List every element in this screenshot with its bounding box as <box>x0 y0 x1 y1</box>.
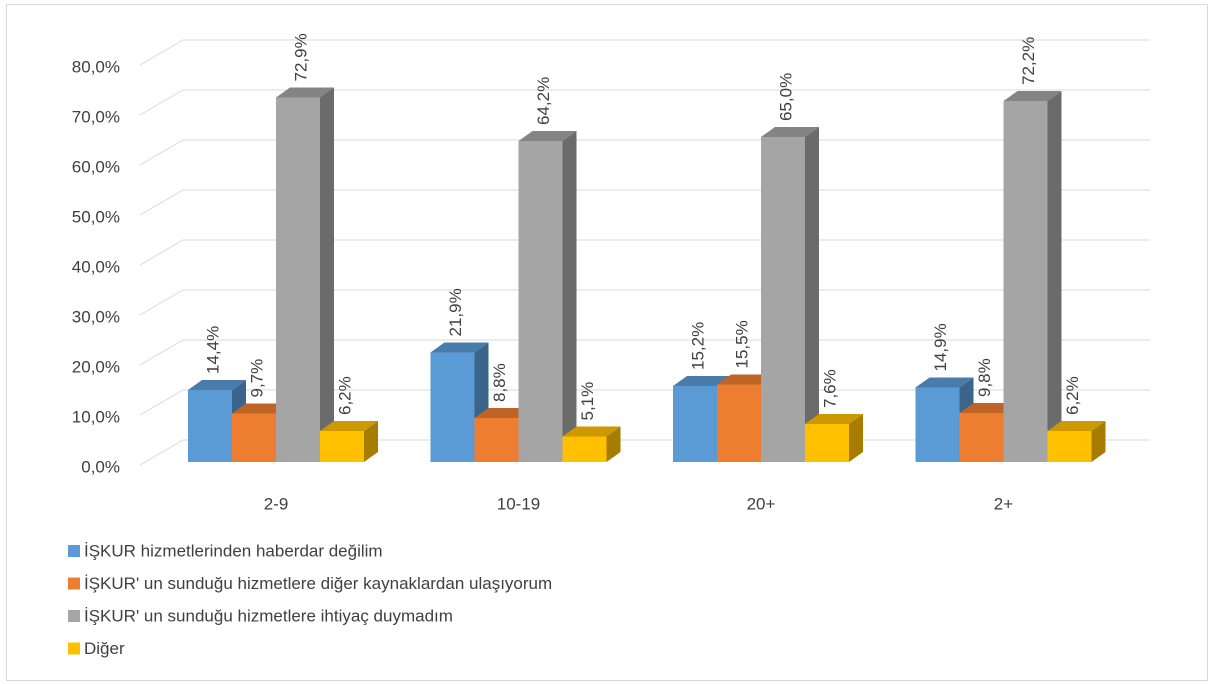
bar <box>761 127 819 462</box>
grid-line <box>139 189 1150 216</box>
bar-top <box>1047 421 1106 431</box>
value-label: 15,5% <box>732 320 751 368</box>
value-label: 14,4% <box>203 326 222 374</box>
legend-swatch <box>68 577 80 590</box>
bar-top <box>1003 91 1062 101</box>
y-tick-label: 80,0% <box>72 57 120 76</box>
legend-label: İŞKUR hizmetlerinden haberdar değilim <box>84 541 383 560</box>
bar-side <box>606 426 621 462</box>
bar-side <box>320 87 334 462</box>
bar-top <box>562 426 621 437</box>
value-label: 21,9% <box>446 288 465 336</box>
bar-top <box>717 374 775 385</box>
grid-line <box>139 139 1150 166</box>
bar-front <box>276 97 320 462</box>
y-tick-label: 60,0% <box>72 157 120 176</box>
grid-line <box>139 39 1150 66</box>
bar-front <box>959 413 1004 462</box>
bar-front <box>673 386 717 462</box>
bar-front <box>232 413 276 462</box>
value-label: 5,1% <box>578 382 597 421</box>
legend-swatch <box>68 610 80 622</box>
value-label: 7,6% <box>820 369 839 408</box>
bar-top <box>959 403 1018 413</box>
bar <box>1003 91 1062 462</box>
legend-label: İŞKUR' un sunduğu hizmetlere diğer kayna… <box>84 574 552 593</box>
bar <box>562 426 621 462</box>
y-tick-label: 40,0% <box>72 257 120 276</box>
bar-front <box>474 418 519 462</box>
y-tick-label: 10,0% <box>72 407 120 426</box>
value-label: 8,8% <box>490 363 509 402</box>
bar-side <box>364 421 378 462</box>
bar-side <box>562 131 577 462</box>
bar-side <box>805 127 819 462</box>
grid-line <box>139 89 1150 116</box>
bar <box>805 414 863 462</box>
bar-front <box>761 137 805 462</box>
bar <box>518 131 577 462</box>
bar-front <box>805 424 849 462</box>
value-label: 6,2% <box>1063 376 1082 415</box>
x-tick-label: 10-19 <box>497 494 540 513</box>
bar-front <box>562 436 607 462</box>
x-tick-label: 20+ <box>747 494 776 513</box>
bar <box>430 342 489 462</box>
value-label: 72,2% <box>1019 37 1038 85</box>
bar-top <box>232 403 290 414</box>
bar-top <box>320 421 378 431</box>
value-label: 9,8% <box>975 358 994 397</box>
value-label: 6,2% <box>335 376 354 415</box>
value-label: 64,2% <box>534 77 553 125</box>
grid-line <box>139 239 1150 266</box>
value-label: 14,9% <box>931 323 950 371</box>
bar-front <box>518 141 563 462</box>
bar-top <box>761 127 819 137</box>
bar-front <box>717 384 761 462</box>
value-label: 15,2% <box>688 322 707 370</box>
grid-line <box>139 289 1150 316</box>
y-tick-label: 0,0% <box>81 457 120 476</box>
bar-front <box>1003 101 1048 462</box>
bar-side <box>1091 421 1106 462</box>
bar-top <box>188 380 246 390</box>
bar-top <box>276 87 334 98</box>
y-tick-label: 20,0% <box>72 357 120 376</box>
bar-front <box>915 387 960 462</box>
bar <box>276 87 334 462</box>
value-label: 65,0% <box>776 73 795 121</box>
y-tick-label: 70,0% <box>72 107 120 126</box>
value-label: 72,9% <box>291 33 310 81</box>
legend-label: İŞKUR' un sunduğu hizmetlere ihtiyaç duy… <box>84 606 453 625</box>
grid-line <box>139 389 1150 416</box>
bar-top <box>430 342 489 353</box>
bar-front <box>320 431 364 462</box>
legend-swatch <box>68 545 80 557</box>
bar-side <box>849 414 863 462</box>
bar-front <box>430 352 475 462</box>
grid-line <box>139 339 1150 366</box>
bar-side <box>1047 91 1062 462</box>
bar-top <box>474 408 533 418</box>
y-tick-label: 30,0% <box>72 307 120 326</box>
bar-top <box>915 377 974 388</box>
bar-top <box>673 376 731 386</box>
bar-front <box>1047 431 1092 462</box>
bar-front <box>188 390 232 462</box>
bar-top <box>805 414 863 424</box>
legend-label: Diğer <box>84 639 125 658</box>
bar-top <box>518 131 577 141</box>
bar <box>320 421 378 462</box>
bar <box>1047 421 1106 462</box>
x-tick-label: 2+ <box>994 494 1013 513</box>
x-tick-label: 2-9 <box>264 494 289 513</box>
legend-swatch <box>68 642 80 655</box>
value-label: 9,7% <box>247 359 266 398</box>
y-tick-label: 50,0% <box>72 207 120 226</box>
